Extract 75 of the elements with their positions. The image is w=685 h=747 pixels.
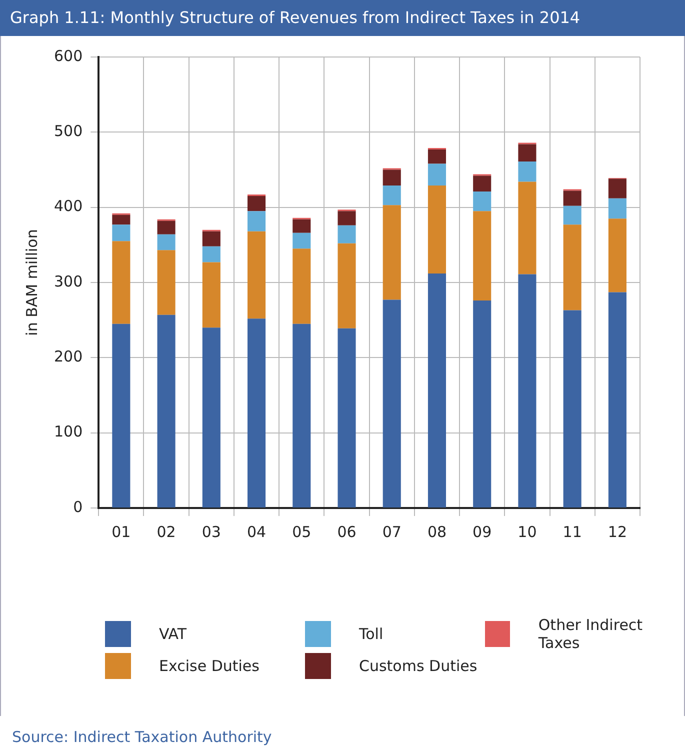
bar (338, 243, 356, 328)
bar (202, 262, 220, 328)
y-tick-label: 300 (54, 272, 83, 290)
bar (608, 218, 626, 292)
bar (382, 186, 401, 206)
bar (382, 205, 401, 300)
y-tick-label: 400 (54, 197, 83, 216)
x-tick-label: 09 (472, 522, 492, 541)
legend-label: VAT (159, 625, 187, 643)
y-tick-label: 0 (73, 498, 83, 516)
bar (473, 176, 492, 192)
bar (518, 274, 536, 508)
bar (157, 314, 176, 508)
legend-label: Toll (359, 625, 384, 643)
x-tick-label: 01 (112, 522, 131, 541)
x-tick-label: 03 (202, 522, 221, 541)
bar (608, 292, 626, 508)
bar (608, 198, 626, 219)
y-tick-label: 100 (54, 422, 83, 441)
x-tick-label: 12 (608, 522, 627, 541)
chart-title: Graph 1.11: Monthly Structure of Revenues from Indirect Taxes in 2014 (0, 0, 685, 36)
bar (518, 182, 536, 274)
bar (157, 234, 176, 250)
bar (338, 225, 356, 244)
bar (248, 318, 266, 508)
bar (292, 232, 311, 249)
x-tick-label: 07 (382, 522, 402, 541)
x-tick-label: 08 (427, 522, 447, 541)
bar (563, 310, 582, 508)
bar (563, 206, 582, 225)
x-tick-label: 04 (246, 522, 266, 541)
legend-label: Excise Duties (159, 657, 260, 675)
bar (473, 300, 492, 508)
bar (473, 192, 492, 212)
bar (202, 328, 220, 508)
bar (428, 164, 446, 186)
bar (202, 246, 220, 262)
bar (157, 220, 176, 234)
legend-label: Customs Duties (359, 657, 478, 675)
source-note: Source: Indirect Taxation Authority (12, 728, 272, 746)
bar (112, 214, 130, 225)
bar (428, 149, 446, 164)
bar (428, 186, 446, 274)
x-tick-label: 11 (562, 522, 582, 541)
bar (248, 211, 266, 232)
bar (292, 324, 311, 508)
bar (248, 196, 266, 212)
bar (518, 161, 536, 182)
x-tick-label: 10 (518, 522, 537, 541)
bar (202, 231, 220, 246)
bar (112, 241, 130, 324)
y-tick-label: 600 (54, 46, 83, 65)
bar (518, 144, 536, 162)
bar (338, 328, 356, 508)
bar (338, 211, 356, 226)
bar (473, 211, 492, 301)
legend-label: Other Indirect Taxes (538, 616, 644, 652)
bar (563, 190, 582, 206)
x-tick-label: 02 (156, 522, 176, 541)
bar (112, 224, 130, 242)
bar (382, 170, 401, 186)
bar (563, 224, 582, 310)
bar (292, 248, 311, 324)
x-tick-label: 06 (337, 522, 356, 541)
bar (608, 178, 626, 198)
y-axis-title: in BAM million (22, 229, 41, 336)
y-tick-label: 200 (54, 348, 83, 366)
bar (157, 250, 176, 315)
x-tick-label: 05 (292, 522, 312, 541)
bar (292, 219, 311, 233)
bar (112, 324, 130, 508)
bar (428, 273, 446, 508)
bar (248, 231, 266, 319)
bar (382, 300, 401, 508)
y-tick-label: 500 (54, 122, 83, 140)
